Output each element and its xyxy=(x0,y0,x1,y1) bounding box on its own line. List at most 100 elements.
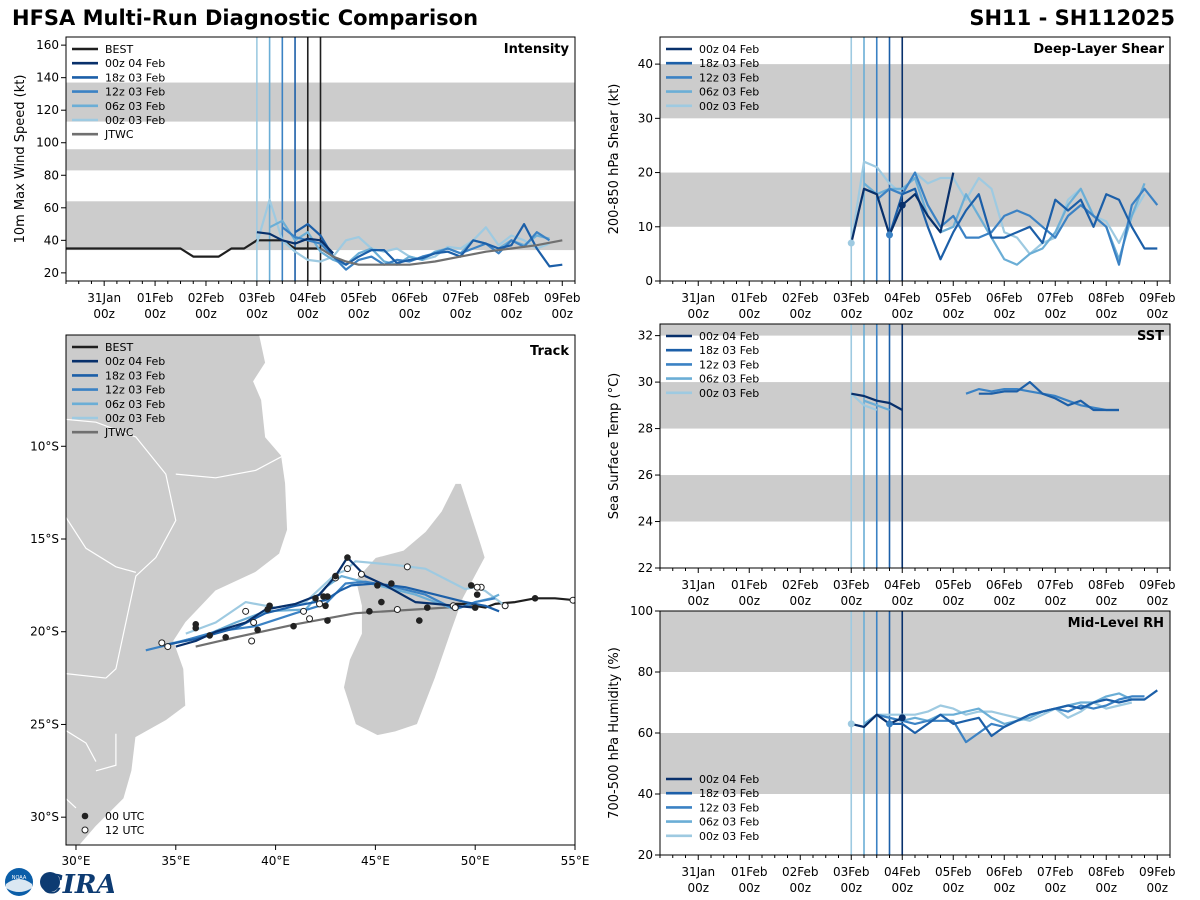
rh-ytick-label: 40 xyxy=(638,787,653,801)
sst-legend-label: 18z 03 Feb xyxy=(699,344,759,357)
sst-series-00z-04-feb xyxy=(851,392,903,411)
figure-title: HFSA Multi-Run Diagnostic Comparison xyxy=(12,6,479,30)
shear-xtick-label: 00z xyxy=(942,307,964,321)
track-legend-00utc-label: 00 UTC xyxy=(105,810,145,823)
intensity-ytick-label: 80 xyxy=(44,168,59,182)
shear-xtick-label: 09Feb xyxy=(1139,291,1176,305)
africa-landmass xyxy=(66,335,289,845)
rh-xtick-label: 00z xyxy=(942,881,964,895)
rh-legend-label: 18z 03 Feb xyxy=(699,787,759,800)
shear-series-18z-03-feb xyxy=(888,187,1158,261)
track-point-12utc xyxy=(343,565,351,573)
shear-panel: 0 10 20 30 40 31Jan 00z 01Feb 00z 02Feb 00z 03Feb 00… xyxy=(607,36,1176,321)
rh-ytick-label: 20 xyxy=(638,848,653,862)
track-point-12utc xyxy=(393,605,401,613)
intensity-panel: 20 40 60 80 100 120 140 160 31Jan 00z 01Feb 00z 02Fe… xyxy=(13,36,581,321)
intensity-xtick-label: 00z xyxy=(144,307,166,321)
intensity-ylabel: 10m Max Wind Speed (kt) xyxy=(13,75,28,244)
shear-xtick-label: 00z xyxy=(789,307,811,321)
track-point-00utc xyxy=(531,595,539,602)
shear-ytick-label: 20 xyxy=(638,166,653,180)
track-legend-label: 00z 04 Feb xyxy=(105,355,165,368)
shear-ytick-label: 0 xyxy=(645,274,653,288)
sst-xtick-label: 00z xyxy=(738,594,760,608)
intensity-xtick-label: 00z xyxy=(501,307,523,321)
sst-xtick-label: 00z xyxy=(993,594,1015,608)
rh-xtick-label: 01Feb xyxy=(731,865,768,879)
sst-band xyxy=(660,324,1170,336)
track-frame xyxy=(65,334,576,846)
rh-xtick-label: 31Jan xyxy=(681,865,715,879)
track-ytick-label: 10°S xyxy=(30,439,59,453)
intensity-xtick-label: 04Feb xyxy=(290,291,327,305)
track-legend-label: 18z 03 Feb xyxy=(105,369,165,382)
sst-xtick-label: 00z xyxy=(687,594,709,608)
rh-legend-label: 00z 04 Feb xyxy=(699,773,759,786)
sst-xtick-label: 00z xyxy=(1044,594,1066,608)
intensity-ytick-label: 100 xyxy=(36,136,59,150)
country-border xyxy=(95,733,117,772)
shear-xtick-label: 07Feb xyxy=(1037,291,1074,305)
track-xtick-label: 55°E xyxy=(561,854,590,868)
sst-ytick-label: 28 xyxy=(638,422,653,436)
track-point-12utc xyxy=(316,600,324,608)
track-18z-03-feb xyxy=(165,582,500,646)
track-legend-label: 06z 03 Feb xyxy=(105,398,165,411)
track-point-12utc xyxy=(248,637,256,645)
noaa-logo-text: NOAA xyxy=(12,875,27,881)
shear-legend-label: 12z 03 Feb xyxy=(699,71,759,84)
shear-marker-00z-04-feb xyxy=(898,201,906,209)
shear-series-12z-03-feb xyxy=(876,171,1159,266)
shear-ylabel: 200-850 hPa Shear (kt) xyxy=(607,84,622,235)
sst-xtick-label: 00z xyxy=(942,594,964,608)
track-point-00utc xyxy=(473,591,481,598)
intensity-legend-label: 00z 03 Feb xyxy=(105,114,165,127)
shear-legend-label: 18z 03 Feb xyxy=(699,57,759,70)
track-ytick-label: 20°S xyxy=(30,625,59,639)
shear-band xyxy=(660,64,1170,119)
country-border xyxy=(66,673,106,679)
intensity-ytick-label: 120 xyxy=(36,103,59,117)
shear-xtick-label: 31Jan xyxy=(681,291,715,305)
track-title: Track xyxy=(530,344,569,359)
track-panel: 30°E 35°E 40°E 45°E 50°E 55°E 10°S 15°S 20°S 25°S… xyxy=(30,334,590,868)
rh-xtick-label: 06Feb xyxy=(986,865,1023,879)
track-legend-12utc-marker xyxy=(81,826,89,834)
track-xtick-label: 45°E xyxy=(361,854,390,868)
shear-xtick-label: 06Feb xyxy=(986,291,1023,305)
intensity-xtick-label: 08Feb xyxy=(493,291,530,305)
storm-id: SH11 - SH112025 xyxy=(969,6,1175,30)
track-point-12utc xyxy=(501,602,509,610)
shear-legend-label: 00z 04 Feb xyxy=(699,43,759,56)
sst-xtick-label: 00z xyxy=(891,594,913,608)
track-point-00utc xyxy=(366,608,373,615)
track-xtick-label: 30°E xyxy=(62,854,91,868)
track-point-00utc xyxy=(324,617,331,624)
rh-series-18z-03-feb xyxy=(889,689,1158,738)
rh-xtick-label: 00z xyxy=(1044,881,1066,895)
intensity-legend-label: 12z 03 Feb xyxy=(105,86,165,99)
shear-xtick-label: 00z xyxy=(1146,307,1168,321)
track-point-00utc xyxy=(332,572,339,580)
rh-series-00z-03-feb xyxy=(851,701,1133,729)
sst-ylabel: Sea Surface Temp (°C) xyxy=(607,373,622,520)
rh-ytick-label: 60 xyxy=(638,726,653,740)
track-legend-12utc-label: 12 UTC xyxy=(105,824,145,837)
track-point-00utc xyxy=(423,604,431,611)
shear-xtick-label: 01Feb xyxy=(731,291,768,305)
track-point-00utc xyxy=(322,602,329,610)
intensity-legend-label: 00z 04 Feb xyxy=(105,57,165,70)
country-border xyxy=(66,418,177,679)
rh-plot-area xyxy=(660,611,1170,855)
intensity-title: Intensity xyxy=(504,42,570,57)
track-legend-label: 00z 03 Feb xyxy=(105,412,165,425)
rh-legend-label: 12z 03 Feb xyxy=(699,801,759,814)
sst-xtick-label: 31Jan xyxy=(681,578,715,592)
track-xtick-label: 35°E xyxy=(161,854,190,868)
sst-series-18z-03-feb xyxy=(978,381,1119,412)
track-point-00utc xyxy=(374,582,381,589)
shear-xtick-label: 04Feb xyxy=(884,291,921,305)
track-point-12utc xyxy=(164,643,172,651)
shear-marker-00z-03-feb xyxy=(847,239,855,247)
